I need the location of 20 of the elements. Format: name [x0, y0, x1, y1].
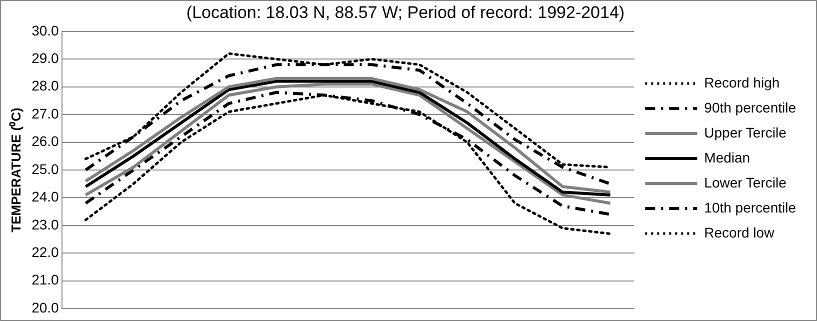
legend-label: Median — [704, 149, 750, 166]
legend-label: 10th percentile — [704, 199, 796, 216]
y-tick-label: 25.0 — [32, 160, 60, 177]
y-tick-label: 26.0 — [32, 133, 60, 150]
y-tick-label: 20.0 — [32, 299, 60, 316]
y-tick-label: 21.0 — [32, 272, 60, 288]
y-axis-title: TEMPERATURE (⁰C) — [8, 108, 24, 232]
legend-label: Record low — [704, 224, 776, 240]
y-tick-label: 28.0 — [32, 78, 60, 94]
y-tick-label: 22.0 — [32, 244, 60, 260]
legend-label: Upper Tercile — [704, 124, 787, 140]
chart-title: (Location: 18.03 N, 88.57 W; Period of record: 1992-2014) — [186, 2, 625, 22]
y-tick-label: 27.0 — [32, 105, 60, 122]
y-tick-label: 30.0 — [32, 22, 60, 38]
y-tick-label: 24.0 — [32, 188, 60, 205]
legend-label: Record high — [704, 74, 780, 90]
y-tick-label: 23.0 — [32, 216, 60, 232]
legend-label: 90th percentile — [704, 99, 796, 116]
y-tick-label: 29.0 — [32, 50, 60, 66]
legend-label: Lower Tercile — [704, 174, 787, 190]
